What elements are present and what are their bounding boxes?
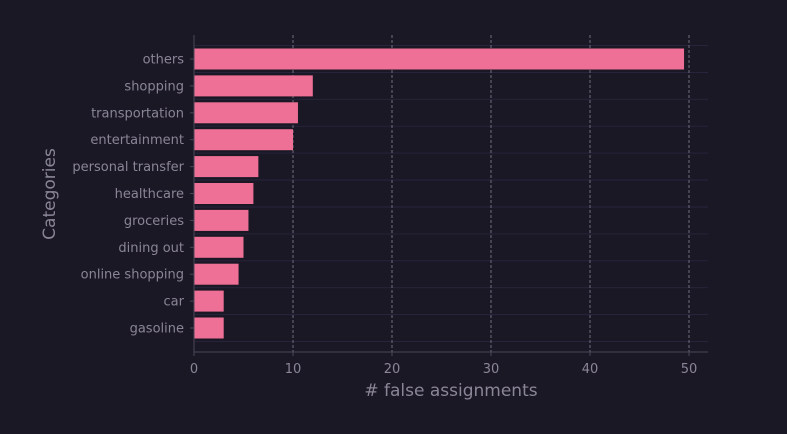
- x-tick-label: 40: [582, 362, 599, 377]
- x-tick-label: 0: [190, 362, 198, 377]
- bar: [194, 75, 313, 97]
- bar: [194, 317, 224, 339]
- y-axis-title: Categories: [40, 148, 60, 240]
- category-label: dining out: [118, 241, 184, 256]
- category-label: entertainment: [90, 133, 184, 148]
- x-axis-title: # false assignments: [364, 381, 537, 401]
- category-label: car: [164, 295, 185, 310]
- category-label: personal transfer: [72, 160, 184, 175]
- x-tick-label: 50: [681, 362, 698, 377]
- category-label: others: [143, 53, 185, 68]
- bar: [194, 263, 239, 285]
- bar: [194, 209, 249, 231]
- bar: [194, 102, 298, 124]
- category-label: shopping: [124, 79, 184, 94]
- x-tick-label: 30: [483, 362, 500, 377]
- grid-layer: [194, 35, 708, 352]
- category-label: gasoline: [130, 322, 184, 337]
- category-label: online shopping: [81, 268, 184, 283]
- bar: [194, 290, 224, 312]
- bar-layer: [194, 48, 685, 339]
- axis-layer: [190, 35, 708, 356]
- bar: [194, 48, 685, 70]
- category-label: healthcare: [115, 187, 184, 202]
- label-layer: 0 10 20 30 40 50 others shopping transportation e…: [72, 53, 697, 378]
- category-label: transportation: [91, 106, 184, 121]
- bar: [194, 183, 254, 204]
- bar: [194, 129, 293, 151]
- x-tick-label: 10: [285, 362, 302, 377]
- category-label: groceries: [124, 214, 184, 229]
- x-tick-label: 20: [384, 362, 401, 377]
- bar: [194, 236, 244, 258]
- bar: [194, 156, 259, 178]
